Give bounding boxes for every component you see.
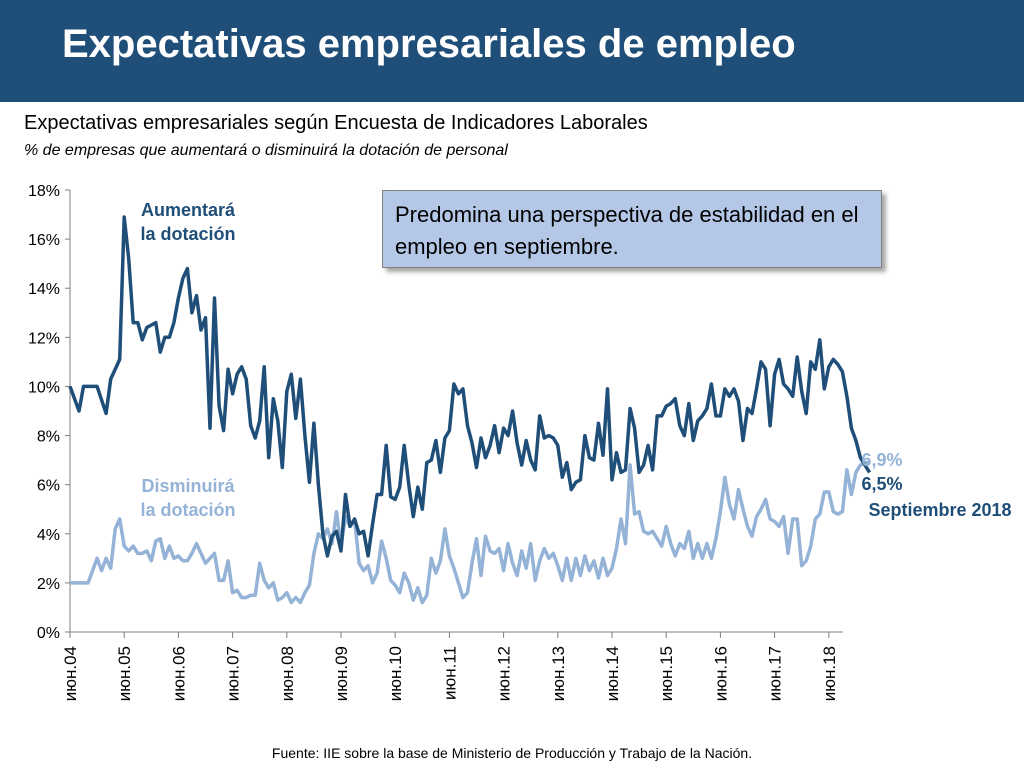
series-label-aumentara: Aumentará — [141, 200, 236, 220]
x-tick-label: июн.16 — [711, 646, 730, 701]
series-label-disminuira: la dotación — [140, 500, 235, 520]
x-tick-label: июн.07 — [224, 646, 243, 701]
x-tick-label: июн.09 — [332, 646, 351, 701]
chart-subtitle: Expectativas empresariales según Encuest… — [24, 112, 648, 134]
y-tick-label: 4% — [37, 527, 60, 544]
y-tick-label: 2% — [37, 576, 60, 593]
series-disminuira-line — [70, 460, 870, 605]
x-tick-label: июн.18 — [820, 646, 839, 701]
series-label-disminuira: Disminuirá — [141, 476, 235, 496]
end-label-date: Septiembre 2018 — [868, 500, 1011, 520]
y-tick-label: 0% — [37, 625, 60, 642]
x-tick-label: июн.06 — [169, 646, 188, 701]
y-tick-label: 16% — [28, 232, 60, 249]
x-tick-label: июн.17 — [766, 646, 785, 701]
x-tick-label: июн.13 — [549, 646, 568, 701]
line-chart: 0% 2% 4% 6% 8% 10% 12% 14% 16% 18% июн.04 июн.05 июн… — [28, 183, 1012, 701]
y-tick-label: 12% — [28, 330, 60, 347]
source-note: Fuente: IIE sobre la base de Ministerio … — [271, 745, 753, 761]
series-label-aumentara: la dotación — [140, 224, 235, 244]
callout-box: Predomina una perspectiva de estabilidad… — [382, 190, 882, 268]
y-tick-label: 18% — [28, 183, 60, 200]
x-tick-label: июн.08 — [278, 646, 297, 701]
x-tick-label: июн.14 — [603, 646, 622, 701]
series-aumentara-line — [68, 215, 871, 558]
y-tick-label: 8% — [37, 429, 60, 446]
end-label-aumentara: 6,5% — [861, 474, 902, 494]
title-banner: Expectativas empresariales de empleo — [0, 0, 1024, 102]
y-tick-label: 10% — [28, 379, 60, 396]
chart-units-note: % de empresas que aumentará o disminuirá… — [24, 142, 508, 159]
end-label-disminuira: 6,9% — [861, 450, 902, 470]
x-tick-label: июн.10 — [386, 646, 405, 701]
x-tick-label: июн.12 — [495, 646, 514, 701]
x-tick-label: июн.05 — [115, 646, 134, 701]
y-tick-label: 14% — [28, 281, 60, 298]
x-tick-label: июн.11 — [440, 646, 459, 700]
x-tick-label: июн.15 — [657, 646, 676, 701]
x-tick-label: июн.04 — [61, 646, 80, 701]
y-tick-label: 6% — [37, 478, 60, 495]
page-title: Expectativas empresariales de empleo — [62, 22, 796, 66]
